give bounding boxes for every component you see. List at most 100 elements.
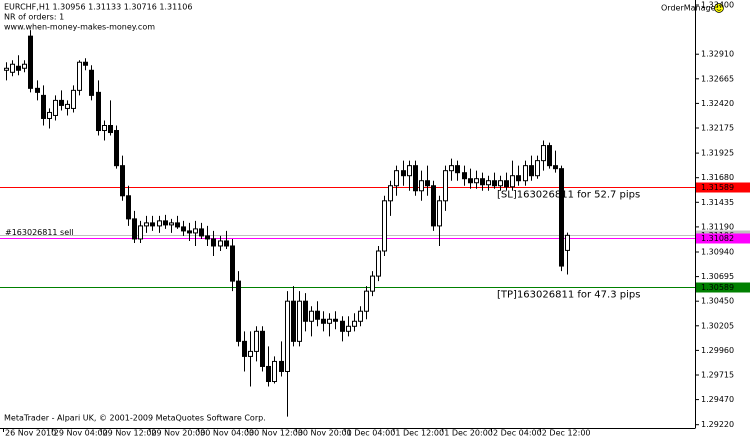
candle-body xyxy=(553,165,558,170)
candle-body xyxy=(413,165,418,192)
candle-body xyxy=(150,222,155,227)
candle-body xyxy=(388,185,393,202)
candle-body xyxy=(480,178,485,186)
candle-body xyxy=(425,180,430,187)
candle-body xyxy=(83,61,88,66)
x-tick-label: 2 Dec 12:00 xyxy=(542,429,591,438)
x-tick-label: 30 Nov 20:00 xyxy=(298,429,352,438)
y-tick-label: 1.32665 xyxy=(701,74,734,83)
candle-body xyxy=(260,330,265,367)
x-tick-label: 30 Nov 12:00 xyxy=(249,429,303,438)
y-tick-label: 1.32175 xyxy=(701,124,734,133)
level-price-label: 1.31589 xyxy=(701,183,734,192)
candle-body xyxy=(492,180,497,187)
candle-body xyxy=(211,238,216,247)
candle-body xyxy=(535,160,540,177)
candle-body xyxy=(47,111,52,119)
candle-body xyxy=(218,240,223,247)
x-tick-label: 29 Nov 04:00 xyxy=(54,429,108,438)
candle-body xyxy=(401,170,406,177)
candle-body xyxy=(16,65,21,71)
candle-body xyxy=(523,165,528,182)
candle-body xyxy=(10,63,15,73)
candle-body xyxy=(120,165,125,197)
candle-body xyxy=(474,178,479,184)
x-tick-label: 1 Dec 20:00 xyxy=(444,429,493,438)
candle-body xyxy=(449,165,454,172)
candle-body xyxy=(443,170,448,202)
y-tick-label: 1.31190 xyxy=(701,222,734,231)
candle-body xyxy=(35,87,40,93)
y-tick-label: 1.30205 xyxy=(701,321,734,330)
candle-body xyxy=(169,222,174,226)
candle-body xyxy=(407,165,412,177)
candle-body xyxy=(309,310,314,322)
y-tick-label: 1.30450 xyxy=(701,297,734,306)
symbol-header: EURCHF,H1 1.30956 1.31133 1.30716 1.3110… xyxy=(4,3,192,12)
candle-body xyxy=(394,170,399,187)
x-tick-label: 29 Nov 20:00 xyxy=(151,429,205,438)
x-tick-label: 1 Dec 12:00 xyxy=(395,429,444,438)
candle-body xyxy=(364,290,369,312)
level-text: [TP]163026811 for 47.3 pips xyxy=(497,290,640,301)
x-tick-label: 30 Nov 04:00 xyxy=(200,429,254,438)
y-tick-label: 1.32420 xyxy=(701,99,734,108)
candle-body xyxy=(175,222,180,228)
candle-body xyxy=(108,124,113,134)
y-tick-label: 1.29715 xyxy=(701,370,734,379)
candle-body xyxy=(199,228,204,237)
candle-body xyxy=(144,222,149,227)
candle-body xyxy=(419,180,424,192)
x-tick-label: 1 Dec 04:00 xyxy=(347,429,396,438)
candle-body xyxy=(22,63,27,69)
footer: MetaTrader - Alpari UK, © 2001-2009 Meta… xyxy=(4,414,266,423)
y-tick-label: 1.29220 xyxy=(701,420,734,429)
candle-body xyxy=(504,180,509,188)
y-tick-label: 1.31680 xyxy=(701,173,734,182)
y-tick-label: 1.30940 xyxy=(701,248,734,257)
candle-body xyxy=(193,228,198,234)
y-tick-label: 1.31435 xyxy=(701,198,734,207)
candle-body xyxy=(248,350,253,357)
candle-body xyxy=(126,195,131,220)
candle-body xyxy=(333,318,338,322)
candle-body xyxy=(340,320,345,332)
candle-body xyxy=(462,172,467,180)
candle-body xyxy=(327,318,332,324)
candle-body xyxy=(157,220,162,227)
candle-body xyxy=(376,250,381,277)
candle-body xyxy=(254,330,259,352)
candle-body xyxy=(187,230,192,234)
candle-body xyxy=(468,178,473,184)
candle-body xyxy=(236,280,241,342)
level-text: #163026811 sell xyxy=(5,228,74,237)
level-price-box xyxy=(696,233,750,244)
candle-body xyxy=(242,340,247,357)
candle-body xyxy=(516,175,521,182)
candle-body xyxy=(510,175,515,188)
candle-body xyxy=(181,226,186,232)
candle-body xyxy=(266,365,271,383)
candle-body xyxy=(96,91,101,132)
candle-body xyxy=(303,300,308,322)
candle-body xyxy=(205,235,210,240)
candle-body xyxy=(565,234,570,251)
candle-body xyxy=(455,165,460,174)
level-price-label: 1.31082 xyxy=(701,234,734,243)
candle-body xyxy=(71,89,76,109)
candle-body xyxy=(346,325,351,332)
order-count: NR of orders: 1 xyxy=(4,13,64,22)
candle-body xyxy=(285,300,290,372)
level-price-box xyxy=(696,182,750,193)
candle-body xyxy=(77,61,82,91)
x-tick-label: 2 Dec 04:00 xyxy=(493,429,542,438)
candle-body xyxy=(559,168,564,267)
candle-body xyxy=(59,99,64,106)
candle-body xyxy=(291,300,296,342)
candle-body xyxy=(321,318,326,324)
candle-body xyxy=(382,200,387,252)
candle-body xyxy=(28,35,33,89)
x-tick-label: 26 Nov 2010 xyxy=(5,429,56,438)
candle-body xyxy=(315,310,320,320)
